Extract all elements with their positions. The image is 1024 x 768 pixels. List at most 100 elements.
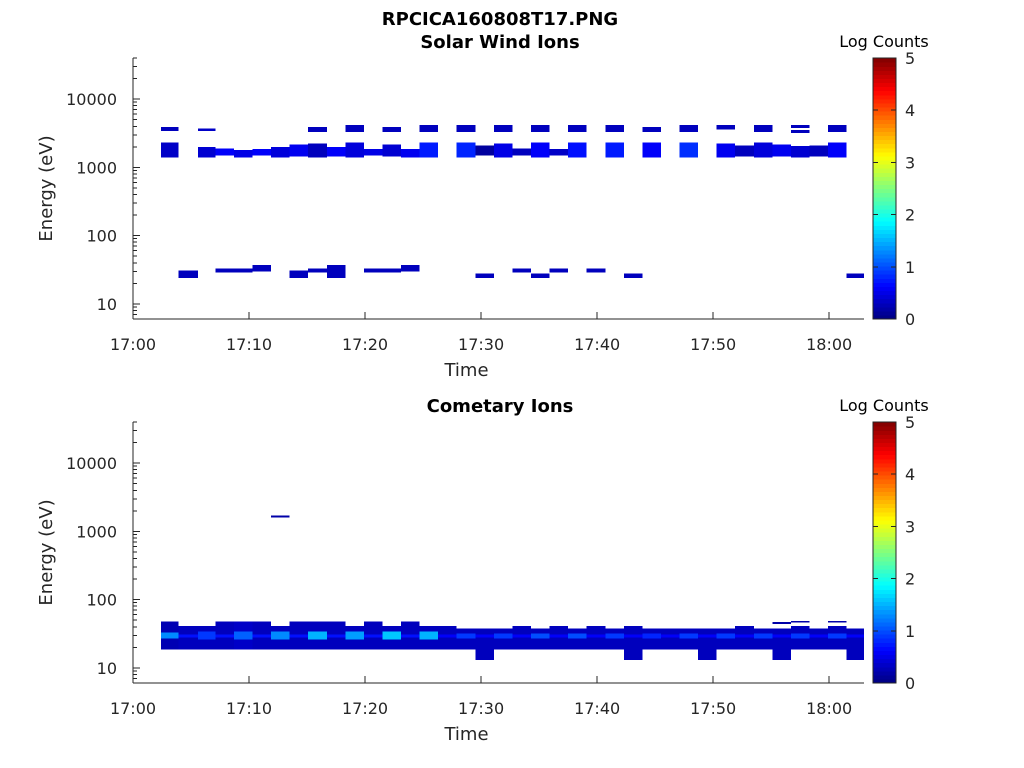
heatmap-cell bbox=[530, 628, 550, 650]
heatmap-cell bbox=[345, 124, 364, 132]
colorbar-segment bbox=[873, 654, 896, 660]
heatmap-cell bbox=[549, 634, 569, 638]
colorbar-segment bbox=[873, 589, 896, 594]
heatmap-cell bbox=[549, 268, 569, 273]
colorbar-segment bbox=[873, 94, 896, 100]
heatmap-cell bbox=[493, 143, 513, 158]
colorbar-segment bbox=[873, 470, 896, 476]
colorbar-segment bbox=[873, 674, 896, 680]
heatmap-cell bbox=[382, 268, 402, 273]
heatmap-cell bbox=[512, 626, 531, 650]
heatmap-cell bbox=[698, 628, 717, 661]
heatmap-cell bbox=[456, 124, 476, 132]
heatmap-cell bbox=[846, 634, 864, 638]
colorbar-segment bbox=[873, 270, 896, 275]
heatmap-cell bbox=[233, 631, 253, 640]
heatmap-cell bbox=[233, 149, 253, 158]
colorbar-segment bbox=[873, 438, 896, 443]
colorbar-segment bbox=[873, 233, 896, 239]
y-tick-label: 10000 bbox=[66, 90, 117, 109]
heatmap-cell bbox=[215, 268, 234, 273]
heatmap-cell bbox=[642, 633, 661, 639]
y-tick-label: 1000 bbox=[76, 522, 117, 541]
colorbar-segment bbox=[873, 253, 896, 259]
heatmap-cell bbox=[660, 634, 680, 638]
heatmap-cell bbox=[160, 142, 179, 158]
heatmap-cell bbox=[753, 124, 773, 132]
heatmap-cell bbox=[401, 149, 420, 158]
heatmap-cell bbox=[363, 268, 383, 273]
colorbar-tick-label: 4 bbox=[905, 465, 915, 484]
colorbar-segment bbox=[873, 176, 896, 181]
heatmap-cell bbox=[493, 628, 513, 650]
colorbar-tick-label: 4 bbox=[905, 101, 915, 120]
heatmap-cell bbox=[401, 265, 420, 272]
colorbar-segment bbox=[873, 257, 896, 263]
x-tick-label: 17:20 bbox=[342, 335, 388, 354]
colorbar-segment bbox=[873, 82, 896, 88]
colorbar-segment bbox=[873, 642, 896, 647]
colorbar-segment bbox=[873, 147, 896, 153]
heatmap-cell bbox=[438, 626, 457, 650]
colorbar-segment bbox=[873, 192, 896, 198]
heatmap-cell bbox=[568, 633, 587, 639]
heatmap-cell bbox=[419, 124, 439, 132]
heatmap-cell bbox=[790, 130, 810, 133]
heatmap-cell bbox=[308, 268, 327, 273]
heatmap-cell bbox=[790, 620, 810, 623]
colorbar-segment bbox=[873, 646, 896, 651]
heatmap-cell bbox=[493, 124, 513, 132]
colorbar-tick-label: 1 bbox=[905, 622, 915, 641]
colorbar-segment bbox=[873, 536, 896, 541]
heatmap-cell bbox=[345, 142, 364, 158]
x-tick-label: 17:00 bbox=[110, 335, 156, 354]
heatmap-cell bbox=[828, 620, 847, 623]
colorbar-segment bbox=[873, 155, 896, 161]
heatmap-cell bbox=[642, 127, 661, 132]
colorbar-segment bbox=[873, 609, 896, 615]
colorbar-segment bbox=[873, 70, 896, 75]
colorbar-segment bbox=[873, 572, 896, 578]
spectrogram-cells bbox=[160, 515, 864, 661]
colorbar-segment bbox=[873, 302, 896, 308]
colorbar-segment bbox=[873, 422, 896, 427]
colorbar-tick-label: 5 bbox=[905, 413, 915, 432]
colorbar-frame bbox=[872, 57, 897, 320]
heatmap-cell bbox=[753, 633, 773, 639]
heatmap-cell bbox=[679, 124, 699, 132]
heatmap-cell bbox=[753, 628, 773, 650]
colorbar-segment bbox=[873, 528, 896, 533]
colorbar-segment bbox=[873, 282, 896, 287]
colorbar-segment bbox=[873, 314, 896, 320]
colorbar-tick-label: 2 bbox=[905, 570, 915, 589]
heatmap-cell bbox=[271, 515, 290, 518]
heatmap-cell bbox=[716, 124, 736, 130]
colorbar-segment bbox=[873, 278, 896, 283]
heatmap-cell bbox=[568, 124, 587, 132]
colorbar-segment bbox=[873, 265, 896, 271]
x-tick-label: 18:00 bbox=[806, 335, 852, 354]
colorbar-segment bbox=[873, 188, 896, 194]
colorbar-segment bbox=[873, 294, 896, 300]
x-axis-label: Time bbox=[443, 360, 488, 381]
colorbar-label: Log Counts bbox=[839, 396, 929, 415]
heatmap-cell bbox=[252, 265, 272, 272]
colorbar-segment bbox=[873, 217, 896, 222]
colorbar-segment bbox=[873, 164, 896, 169]
heatmap-cell bbox=[623, 273, 643, 278]
colorbar-segment bbox=[873, 151, 896, 157]
x-tick-label: 17:20 bbox=[342, 699, 388, 718]
colorbar-segment bbox=[873, 139, 896, 145]
heatmap-cell bbox=[753, 142, 773, 158]
colorbar-segment bbox=[873, 576, 896, 582]
colorbar-segment bbox=[873, 274, 896, 279]
colorbar-segment bbox=[873, 540, 896, 545]
plot-area bbox=[133, 58, 864, 319]
heatmap-cell bbox=[772, 628, 791, 661]
heatmap-cell bbox=[679, 628, 699, 650]
colorbar-segment bbox=[873, 523, 896, 529]
colorbar-segment bbox=[873, 78, 896, 84]
heatmap-cell bbox=[326, 265, 346, 278]
